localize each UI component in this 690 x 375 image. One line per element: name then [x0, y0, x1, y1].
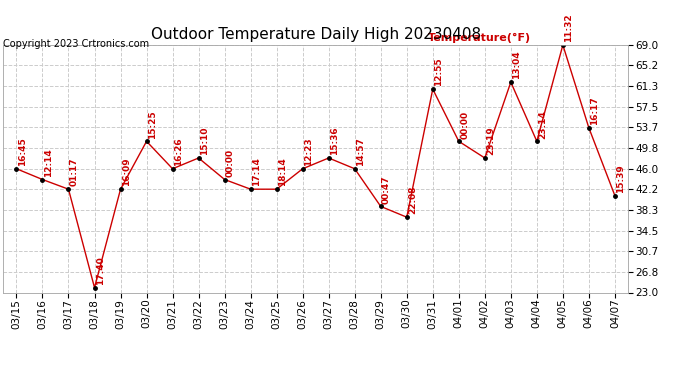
Text: 15:39: 15:39	[616, 164, 625, 193]
Text: 12:23: 12:23	[304, 137, 313, 166]
Text: 23:14: 23:14	[538, 110, 547, 138]
Text: 15:10: 15:10	[200, 127, 209, 155]
Text: 18:14: 18:14	[278, 158, 287, 186]
Title: Outdoor Temperature Daily High 20230408: Outdoor Temperature Daily High 20230408	[150, 27, 481, 42]
Text: 13:04: 13:04	[512, 51, 521, 80]
Text: 00:00: 00:00	[226, 148, 235, 177]
Text: 15:25: 15:25	[148, 110, 157, 138]
Text: 14:57: 14:57	[356, 137, 365, 166]
Text: Copyright 2023 Crtronics.com: Copyright 2023 Crtronics.com	[3, 39, 150, 50]
Text: 15:36: 15:36	[330, 127, 339, 155]
Text: 16:45: 16:45	[18, 137, 27, 166]
Text: 00:47: 00:47	[382, 175, 391, 204]
Text: 00:00: 00:00	[460, 110, 469, 138]
Text: 22:08: 22:08	[408, 186, 417, 214]
Text: 01:17: 01:17	[70, 158, 79, 186]
Text: 17:14: 17:14	[252, 158, 261, 186]
Text: 23:19: 23:19	[486, 126, 495, 155]
Text: 11:32: 11:32	[564, 13, 573, 42]
Text: 16:09: 16:09	[122, 158, 131, 186]
Text: 12:55: 12:55	[434, 58, 443, 86]
Text: 12:14: 12:14	[44, 148, 53, 177]
Text: 16:17: 16:17	[590, 96, 599, 125]
Text: 16:26: 16:26	[174, 137, 183, 166]
Text: Temperature(°F): Temperature(°F)	[428, 33, 531, 42]
Text: 17:40: 17:40	[96, 256, 105, 285]
